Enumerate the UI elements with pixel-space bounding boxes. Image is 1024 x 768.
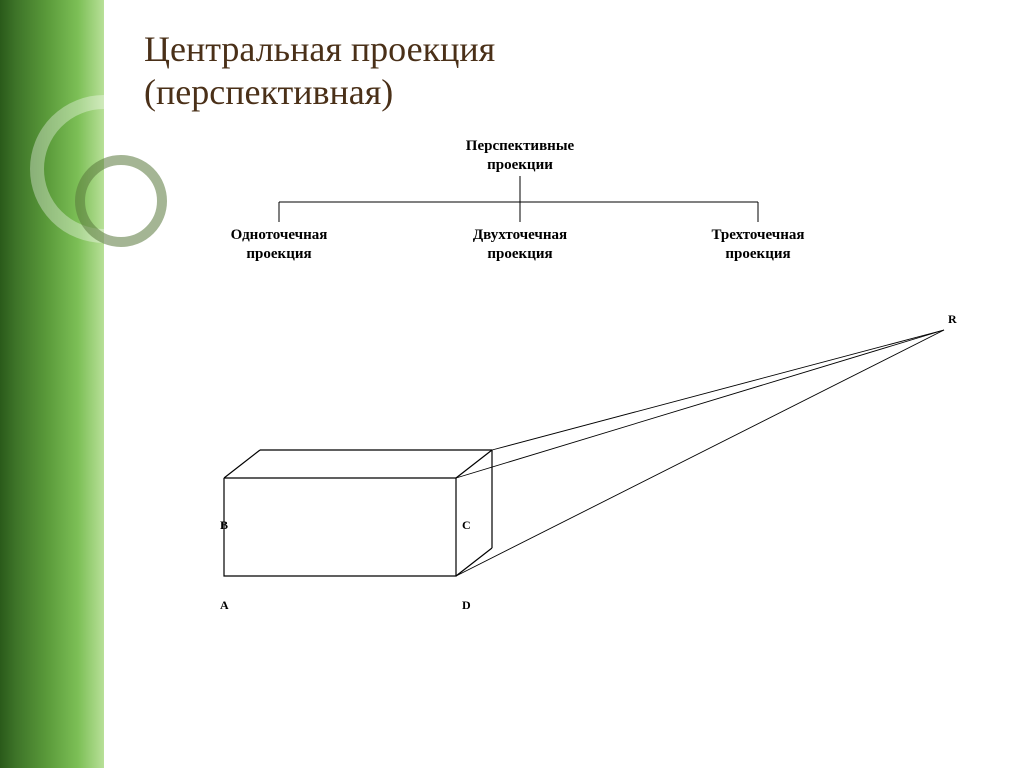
sidebar-decor bbox=[0, 0, 104, 768]
tree-leaf-2-line2: проекция bbox=[487, 246, 552, 262]
tree-leaf-1: Одноточечная проекция bbox=[199, 226, 359, 264]
point-label-B: B bbox=[220, 518, 228, 533]
tree-leaf-1-line2: проекция bbox=[246, 246, 311, 262]
point-label-D: D bbox=[462, 598, 471, 613]
tree-leaf-1-line1: Одноточечная bbox=[231, 227, 328, 243]
content-area: Центральная проекция (перспективная) Пер… bbox=[104, 0, 1024, 768]
title-line-1: Центральная проекция bbox=[144, 29, 495, 69]
slide-title: Центральная проекция (перспективная) bbox=[144, 28, 495, 114]
point-label-A: A bbox=[220, 598, 229, 613]
tree-root-line1: Перспективные bbox=[466, 138, 574, 154]
tree-leaf-3-line2: проекция bbox=[725, 246, 790, 262]
tree-leaf-2-line1: Двухточечная bbox=[473, 227, 567, 243]
diagram-svg bbox=[104, 0, 1024, 768]
vanishing-point-label: R bbox=[948, 312, 957, 327]
tree-root-line2: проекции bbox=[487, 157, 553, 173]
point-label-C: C bbox=[462, 518, 471, 533]
title-line-2: (перспективная) bbox=[144, 72, 393, 112]
tree-leaf-3-line1: Трехточечная bbox=[711, 227, 804, 243]
slide: Центральная проекция (перспективная) Пер… bbox=[0, 0, 1024, 768]
tree-root-label: Перспективные проекции bbox=[440, 137, 600, 175]
tree-leaf-3: Трехточечная проекция bbox=[678, 226, 838, 264]
tree-leaf-2: Двухточечная проекция bbox=[440, 226, 600, 264]
